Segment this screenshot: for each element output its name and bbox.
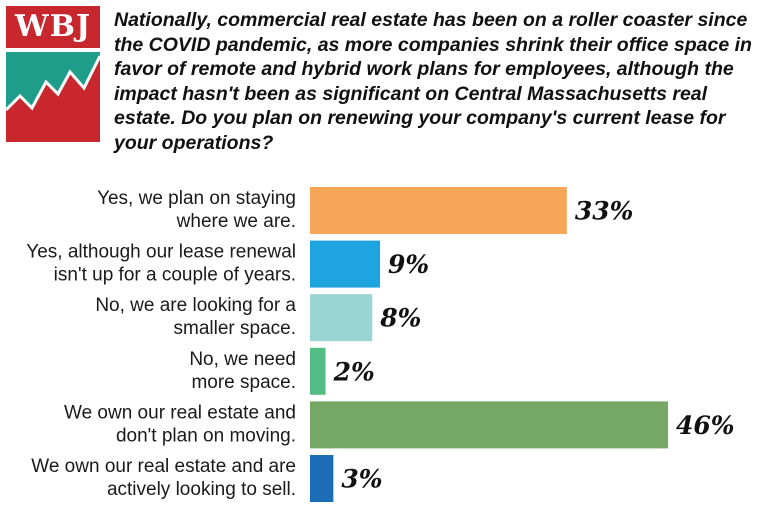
bar-4 [310, 347, 326, 395]
bar-2 [310, 240, 381, 288]
value-label-1: 33% [575, 197, 634, 226]
bar-6 [310, 455, 334, 502]
logo-red-area [6, 56, 100, 142]
bar-1 [310, 187, 567, 234]
logo-trend-line [6, 55, 100, 112]
logo-text: WBJ [6, 6, 100, 48]
category-label-6: We own our real estate and are actively l… [31, 456, 296, 500]
value-label-2: 9% [388, 250, 429, 279]
value-label-5: 46% [676, 411, 735, 440]
category-label-5: We own our real estate and don't plan on … [64, 402, 296, 446]
chart-question-title: Nationally, commercial real estate has b… [114, 9, 752, 154]
category-label-1: Yes, we plan on staying where we are. [97, 188, 296, 232]
category-label-4: No, we need more space. [189, 349, 296, 393]
value-label-3: 8% [379, 304, 421, 333]
bar-3 [310, 294, 373, 342]
value-label-4: 2% [333, 357, 375, 386]
bar-5 [310, 401, 668, 449]
wbj-logo: WBJ [6, 6, 100, 142]
category-label-3: No, we are looking for a smaller space. [95, 295, 296, 339]
value-label-6: 3% [341, 465, 382, 494]
category-label-2: Yes, although our lease renewal isn't up … [26, 242, 296, 286]
logo-chart-graphic [6, 52, 100, 142]
